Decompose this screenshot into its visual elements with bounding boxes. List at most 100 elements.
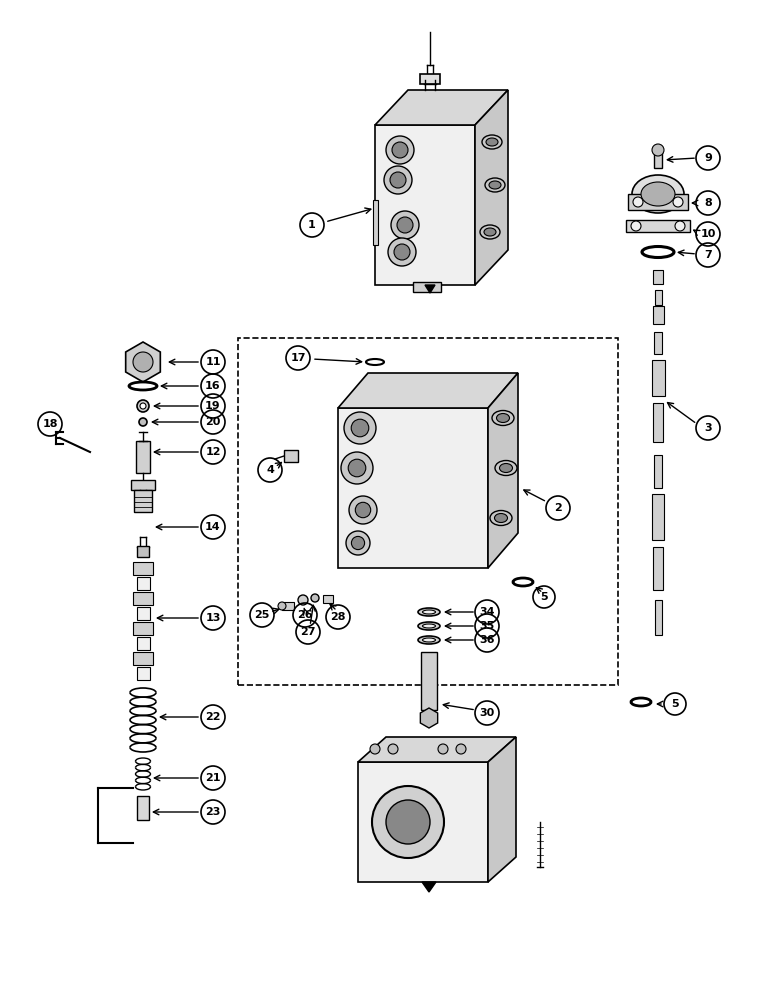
Text: 13: 13 [205,613,221,623]
Bar [133,652,153,665]
Circle shape [652,144,664,156]
Text: 12: 12 [205,447,221,457]
Bar [323,595,333,603]
Circle shape [370,744,380,754]
Polygon shape [375,90,508,125]
Text: 18: 18 [42,419,58,429]
Polygon shape [338,408,488,568]
Bar [413,282,441,292]
Text: 7: 7 [704,250,712,260]
Ellipse shape [492,410,514,426]
Ellipse shape [480,225,500,239]
Bar [626,220,690,232]
Ellipse shape [422,610,435,614]
Text: 26: 26 [297,610,313,620]
Ellipse shape [422,638,435,642]
Polygon shape [488,737,516,882]
Ellipse shape [418,636,440,644]
Text: 9: 9 [704,153,712,163]
Text: 36: 36 [479,635,495,645]
Text: 30: 30 [479,708,495,718]
Polygon shape [126,342,161,382]
Bar [653,547,663,590]
Polygon shape [358,737,516,762]
Ellipse shape [489,181,501,189]
Text: 5: 5 [671,699,679,709]
Circle shape [341,452,373,484]
Circle shape [278,602,286,610]
Polygon shape [338,373,518,408]
Text: 14: 14 [205,522,221,532]
Circle shape [348,459,366,477]
Bar [136,441,150,473]
Text: 3: 3 [704,423,712,433]
Bar [137,796,149,820]
Polygon shape [422,882,436,892]
Ellipse shape [482,135,502,149]
Bar [653,403,663,442]
Ellipse shape [422,624,435,628]
Text: 2: 2 [554,503,562,513]
Bar [421,652,437,710]
Bar [420,74,440,84]
Circle shape [386,136,414,164]
Circle shape [137,400,149,412]
Text: 23: 23 [205,807,221,817]
Circle shape [631,221,641,231]
Bar [133,622,153,635]
Circle shape [388,238,416,266]
Polygon shape [375,125,475,285]
Text: 25: 25 [254,610,269,620]
Ellipse shape [418,608,440,616]
Circle shape [133,352,153,372]
Bar [133,562,153,575]
Text: 20: 20 [205,417,221,427]
Ellipse shape [486,138,498,146]
Circle shape [633,197,643,207]
Bar [628,194,688,210]
Text: 10: 10 [700,229,716,239]
Text: 19: 19 [205,401,221,411]
Ellipse shape [484,228,496,236]
Text: 28: 28 [330,612,346,622]
Circle shape [311,594,319,602]
Ellipse shape [490,510,512,526]
Bar [655,290,662,305]
Ellipse shape [485,178,505,192]
Text: 11: 11 [205,357,221,367]
Text: 4: 4 [266,465,274,475]
Ellipse shape [641,182,675,206]
Circle shape [390,172,406,188]
Text: 27: 27 [300,627,316,637]
Circle shape [675,221,685,231]
Circle shape [140,403,146,409]
Ellipse shape [418,622,440,630]
Bar [137,607,150,620]
Circle shape [673,197,683,207]
Text: 8: 8 [704,198,712,208]
Bar [655,600,662,635]
Polygon shape [358,762,488,882]
Text: 5: 5 [540,592,548,602]
Circle shape [391,211,419,239]
Ellipse shape [495,460,517,476]
Ellipse shape [499,464,513,473]
Text: 16: 16 [205,381,221,391]
Bar [652,360,665,396]
Circle shape [351,419,369,437]
Bar [133,592,153,605]
Circle shape [372,786,444,858]
Circle shape [346,531,370,555]
Bar [137,577,150,590]
Circle shape [392,142,408,158]
Bar [652,494,664,540]
Circle shape [139,418,147,426]
Text: 34: 34 [479,607,495,617]
Text: 21: 21 [205,773,221,783]
Circle shape [438,744,448,754]
Circle shape [349,496,377,524]
Circle shape [386,800,430,844]
Circle shape [344,412,376,444]
Bar [373,200,378,245]
Ellipse shape [632,175,684,213]
